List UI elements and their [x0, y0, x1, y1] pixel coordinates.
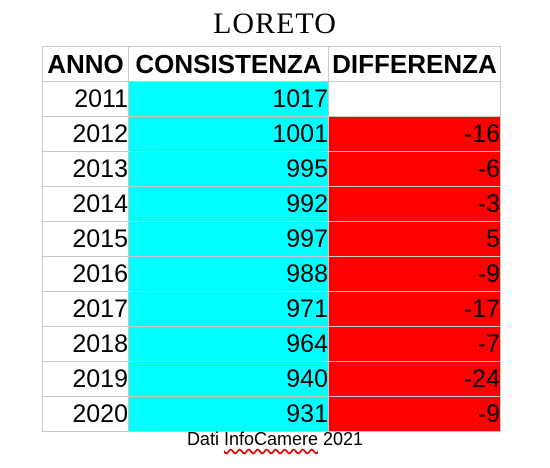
cell-differenza: -9: [328, 396, 501, 432]
source-prefix: Dati: [186, 429, 224, 449]
cell-anno: 2020: [42, 396, 129, 432]
cell-consistenza: 931: [128, 396, 329, 432]
cell-anno: 2011: [42, 81, 129, 117]
cell-consistenza: 997: [128, 221, 329, 257]
table-row: 2016 988 -9: [42, 256, 501, 292]
header-consistenza: CONSISTENZA: [128, 46, 329, 82]
cell-anno: 2013: [42, 151, 129, 187]
cell-consistenza: 964: [128, 326, 329, 362]
cell-anno: 2018: [42, 326, 129, 362]
cell-consistenza: 992: [128, 186, 329, 222]
data-table: ANNO CONSISTENZA DIFFERENZA 2011 1017 2012…: [42, 46, 501, 432]
cell-differenza: -9: [328, 256, 501, 292]
cell-consistenza: 1001: [128, 116, 329, 152]
source-suffix: 2021: [318, 429, 364, 449]
cell-anno: 2014: [42, 186, 129, 222]
source-name: InfoCamere: [223, 429, 318, 449]
header-anno: ANNO: [42, 46, 129, 82]
cell-differenza: -7: [328, 326, 501, 362]
table-row: 2013 995 -6: [42, 151, 501, 187]
table-row: 2018 964 -7: [42, 326, 501, 362]
cell-differenza: -6: [328, 151, 501, 187]
cell-consistenza: 995: [128, 151, 329, 187]
cell-differenza: 5: [328, 221, 501, 257]
table-row: 2012 1001 -16: [42, 116, 501, 152]
cell-differenza: [328, 81, 501, 117]
cell-consistenza: 971: [128, 291, 329, 327]
cell-consistenza: 988: [128, 256, 329, 292]
table-row: 2019 940 -24: [42, 361, 501, 397]
cell-anno: 2016: [42, 256, 129, 292]
cell-differenza: -24: [328, 361, 501, 397]
table-title: LORETO: [213, 7, 337, 40]
table-row: 2020 931 -9: [42, 396, 501, 432]
cell-anno: 2015: [42, 221, 129, 257]
header-row: ANNO CONSISTENZA DIFFERENZA: [42, 46, 501, 82]
table-row: 2011 1017: [42, 81, 501, 117]
cell-differenza: -17: [328, 291, 501, 327]
cell-anno: 2012: [42, 116, 129, 152]
cell-differenza: -3: [328, 186, 501, 222]
header-differenza: DIFFERENZA: [328, 46, 501, 82]
cell-consistenza: 1017: [128, 81, 329, 117]
cell-anno: 2017: [42, 291, 129, 327]
table-row: 2015 997 5: [42, 221, 501, 257]
table-row: 2014 992 -3: [42, 186, 501, 222]
cell-differenza: -16: [328, 116, 501, 152]
source-note: Dati InfoCamere 2021: [0, 428, 550, 450]
cell-anno: 2019: [42, 361, 129, 397]
table-row: 2017 971 -17: [42, 291, 501, 327]
cell-consistenza: 940: [128, 361, 329, 397]
